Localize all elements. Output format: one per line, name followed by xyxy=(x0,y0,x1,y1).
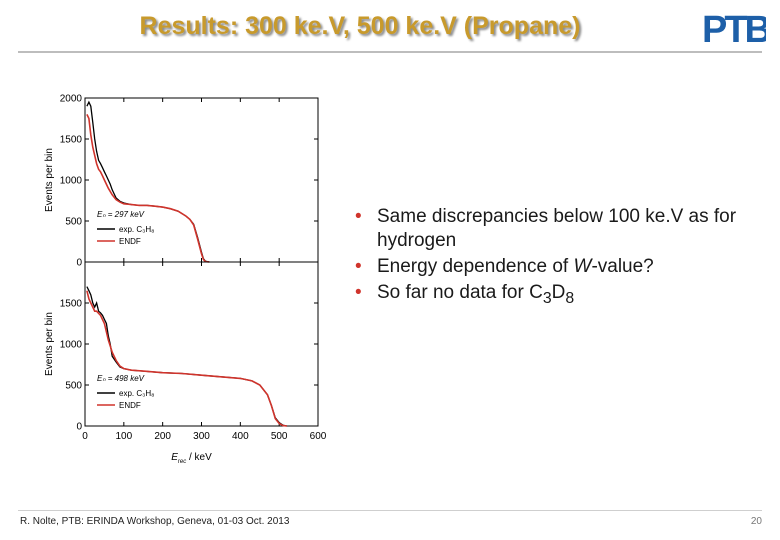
x-tick-label: 0 xyxy=(82,431,88,442)
y-axis-label: Events per bin xyxy=(44,148,55,212)
bullet-italic: W xyxy=(573,256,592,277)
x-axis-label: Erec / keV xyxy=(171,452,212,465)
bullet-item: • Same discrepancies below 100 ke.V as fo… xyxy=(355,205,755,253)
bullet-icon: • xyxy=(355,256,362,277)
legend-energy: Eₙ = 297 keV xyxy=(97,210,145,219)
x-tick-label: 600 xyxy=(310,431,327,442)
x-tick-label: 300 xyxy=(193,431,210,442)
series-line-endf xyxy=(86,114,210,263)
page-number: 20 xyxy=(750,516,762,527)
y-axis-label: Events per bin xyxy=(44,312,55,376)
y-tick-label: 500 xyxy=(65,381,82,392)
legend-label-endf: ENDF xyxy=(119,401,141,410)
x-tick-label: 100 xyxy=(115,431,132,442)
y-tick-label: 0 xyxy=(76,422,82,433)
x-tick-label: 400 xyxy=(232,431,249,442)
series-line-endf xyxy=(86,290,287,427)
bullet-item: • So far no data for C3D8 xyxy=(355,281,755,311)
slide-title: Results: 300 ke.V, 500 ke.V (Propane) xyxy=(139,12,581,40)
y-tick-label: 1500 xyxy=(60,299,83,310)
bullet-subscript: 3 xyxy=(542,289,552,307)
bullet-text-mid: D xyxy=(551,282,566,303)
footer-text: R. Nolte, PTB: ERINDA Workshop, Geneva, … xyxy=(20,516,290,527)
y-tick-label: 500 xyxy=(65,217,82,228)
series-line-exp xyxy=(86,286,288,427)
y-tick-label: 1000 xyxy=(60,176,83,187)
x-tick-label: 500 xyxy=(271,431,288,442)
bullet-subscript: 8 xyxy=(565,289,575,307)
ptb-logo-text: PTB xyxy=(702,9,766,48)
bullet-item: • Energy dependence of W-value? xyxy=(355,255,755,279)
bullet-text: Same discrepancies below 100 ke.V as for… xyxy=(377,206,737,251)
x-axis-label-symbol: E xyxy=(171,452,178,463)
y-tick-label: 2000 xyxy=(60,94,83,105)
x-axis-label-subscript: rec xyxy=(178,459,186,465)
bullet-icon: • xyxy=(355,206,362,227)
bullet-icon: • xyxy=(355,282,362,303)
legend-label-exp: exp. C₃H₈ xyxy=(119,389,154,398)
bullet-text-after: -value? xyxy=(591,256,654,277)
bullet-text: Energy dependence of xyxy=(377,256,574,277)
legend-label-exp: exp. C₃H₈ xyxy=(119,225,154,234)
y-tick-label: 1000 xyxy=(60,340,83,351)
y-tick-label: 0 xyxy=(76,258,82,269)
y-tick-label: 1500 xyxy=(60,135,83,146)
bullet-list: • Same discrepancies below 100 ke.V as fo… xyxy=(355,205,755,313)
title-divider xyxy=(18,51,762,53)
x-axis-label-unit: / keV xyxy=(186,452,212,463)
footer-divider xyxy=(18,510,762,511)
legend-label-endf: ENDF xyxy=(119,237,141,246)
x-tick-label: 200 xyxy=(154,431,171,442)
legend-energy: Eₙ = 498 keV xyxy=(97,374,145,383)
bullet-text: So far no data for C xyxy=(377,282,543,303)
ptb-logo: PTB xyxy=(702,9,766,48)
